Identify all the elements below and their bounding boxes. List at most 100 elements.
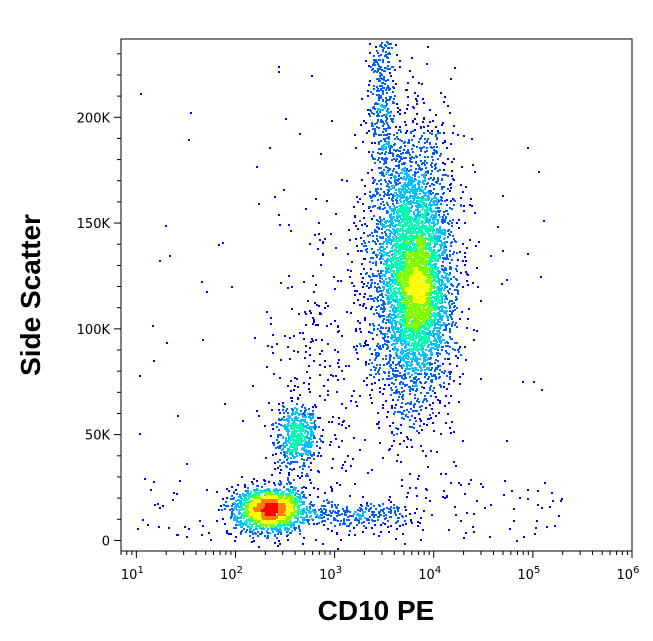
event-dot bbox=[304, 511, 306, 513]
event-dot bbox=[410, 520, 412, 522]
event-dot bbox=[398, 214, 400, 216]
event-dot bbox=[389, 220, 391, 222]
event-dot bbox=[411, 195, 413, 197]
event-dot bbox=[386, 229, 388, 231]
event-dot bbox=[428, 376, 430, 378]
event-dot bbox=[416, 361, 418, 363]
event-dot bbox=[312, 510, 314, 512]
event-dot bbox=[360, 273, 362, 275]
event-dot bbox=[417, 211, 419, 213]
event-dot bbox=[379, 75, 381, 77]
event-dot bbox=[266, 366, 268, 368]
event-dot bbox=[409, 184, 411, 186]
event-dot bbox=[240, 520, 242, 522]
event-dot bbox=[389, 233, 391, 235]
event-dot bbox=[442, 334, 444, 336]
event-dot bbox=[312, 433, 314, 435]
event-dot bbox=[341, 179, 343, 181]
event-dot bbox=[367, 344, 369, 346]
event-dot bbox=[412, 106, 414, 108]
event-dot bbox=[447, 175, 449, 177]
event-dot bbox=[332, 375, 334, 377]
event-dot bbox=[374, 520, 376, 522]
event-dot bbox=[429, 185, 431, 187]
event-dot bbox=[435, 231, 437, 233]
event-dot bbox=[379, 85, 381, 87]
event-dot bbox=[271, 529, 273, 531]
event-dot bbox=[399, 229, 401, 231]
event-dot bbox=[407, 96, 409, 98]
event-dot bbox=[419, 381, 421, 383]
event-dot bbox=[448, 358, 450, 360]
event-dot bbox=[419, 167, 421, 169]
event-dot bbox=[358, 522, 360, 524]
event-dot bbox=[439, 132, 441, 134]
event-dot bbox=[376, 115, 378, 117]
event-dot bbox=[349, 511, 351, 513]
event-dot bbox=[369, 195, 371, 197]
event-dot bbox=[332, 458, 334, 460]
event-dot bbox=[432, 335, 434, 337]
event-dot bbox=[254, 337, 256, 339]
event-dot bbox=[341, 440, 343, 442]
event-dot bbox=[315, 539, 317, 541]
event-dot bbox=[377, 119, 379, 121]
event-dot bbox=[408, 174, 410, 176]
event-dot bbox=[469, 239, 471, 241]
event-dot bbox=[449, 346, 451, 348]
event-dot bbox=[302, 427, 304, 429]
event-dot bbox=[305, 453, 307, 455]
event-dot bbox=[394, 192, 396, 194]
event-dot bbox=[388, 87, 390, 89]
event-dot bbox=[435, 343, 437, 345]
event-dot bbox=[390, 118, 392, 120]
event-dot bbox=[270, 317, 272, 319]
event-dot bbox=[354, 134, 356, 136]
event-dot bbox=[374, 297, 376, 299]
event-dot bbox=[480, 483, 482, 485]
event-dot bbox=[417, 95, 419, 97]
event-dot bbox=[382, 255, 384, 257]
event-dot bbox=[411, 348, 413, 350]
event-dot bbox=[283, 406, 285, 408]
event-dot bbox=[320, 508, 322, 510]
event-dot bbox=[308, 427, 310, 429]
event-dot bbox=[294, 494, 296, 496]
event-dot bbox=[323, 500, 325, 502]
event-dot bbox=[383, 105, 385, 107]
event-dot bbox=[396, 206, 398, 208]
event-dot bbox=[422, 354, 424, 356]
event-dot bbox=[302, 419, 304, 421]
event-dot bbox=[424, 160, 426, 162]
event-dot bbox=[347, 516, 349, 518]
event-dot bbox=[394, 512, 396, 514]
event-dot bbox=[454, 200, 456, 202]
event-dot bbox=[278, 429, 280, 431]
event-dot bbox=[454, 305, 456, 307]
event-dot bbox=[415, 381, 417, 383]
event-dot bbox=[396, 197, 398, 199]
event-dot bbox=[199, 520, 201, 522]
event-dot bbox=[457, 259, 459, 261]
event-dot bbox=[300, 427, 302, 429]
event-dot bbox=[434, 151, 436, 153]
event-dot bbox=[449, 336, 451, 338]
event-dot bbox=[361, 243, 363, 245]
event-dot bbox=[426, 342, 428, 344]
event-dot bbox=[472, 164, 474, 166]
event-dot bbox=[279, 465, 281, 467]
event-dot bbox=[434, 263, 436, 265]
event-dot bbox=[379, 252, 381, 254]
event-dot bbox=[432, 226, 434, 228]
event-dot bbox=[371, 248, 373, 250]
event-dot bbox=[283, 461, 285, 463]
event-dot bbox=[320, 264, 322, 266]
event-dot bbox=[234, 515, 236, 517]
event-dot bbox=[433, 328, 435, 330]
event-dot bbox=[453, 125, 455, 127]
event-dot bbox=[434, 333, 436, 335]
event-dot bbox=[277, 467, 279, 469]
event-dot bbox=[389, 302, 391, 304]
event-dot bbox=[438, 254, 440, 256]
event-dot bbox=[326, 325, 328, 327]
